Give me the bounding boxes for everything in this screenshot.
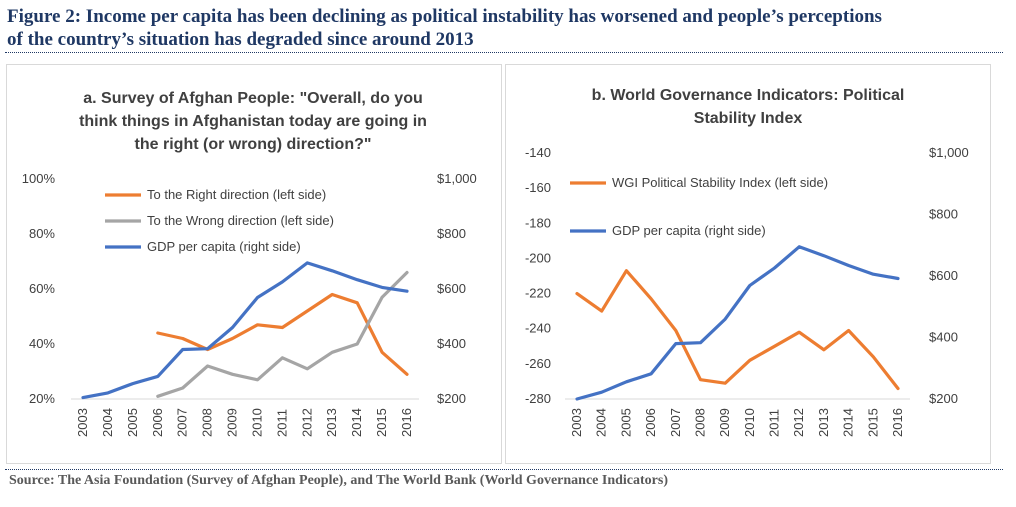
chart-a-x-tick-label: 2012 (299, 408, 314, 437)
chart-a-x-tick-label: 2007 (175, 408, 190, 437)
chart-b-x-tick-label: 2003 (569, 408, 584, 437)
chart-a-x-tick-label: 2015 (374, 408, 389, 437)
chart-panel-a: a. Survey of Afghan People: "Overall, do… (6, 64, 502, 464)
figure-title: Figure 2: Income per capita has been dec… (7, 5, 1007, 51)
chart-a-left-tick-label: 20% (29, 391, 55, 406)
chart-b-x-tick-label: 2006 (643, 408, 658, 437)
chart-a-right-tick-label: $800 (437, 226, 466, 241)
chart-a-title-line: a. Survey of Afghan People: "Overall, do… (83, 90, 423, 107)
chart-b-left-tick-label: -280 (525, 391, 551, 406)
chart-a-legend-label: To the Right direction (left side) (147, 187, 326, 202)
chart-b-x-tick-label: 2008 (692, 408, 707, 437)
chart-b-left-tick-label: -260 (525, 356, 551, 371)
chart-b-left-tick-label: -200 (525, 250, 551, 265)
chart-b-svg: b. World Governance Indicators: Politica… (525, 87, 969, 437)
title-divider (5, 52, 1003, 53)
chart-a-x-tick-label: 2004 (100, 408, 115, 437)
chart-a-right-tick-label: $1,000 (437, 171, 477, 186)
chart-b-legend-label: GDP per capita (right side) (612, 223, 766, 238)
chart-a-x-tick-label: 2009 (225, 408, 240, 437)
chart-b-x-tick-label: 2011 (767, 409, 782, 437)
chart-b-right-tick-label: $1,000 (929, 145, 969, 160)
chart-b-series-line-wgi-political-stability-index-left-side (575, 269, 900, 391)
chart-b-x-tick-label: 2014 (841, 408, 856, 437)
chart-b-x-tick-label: 2013 (816, 408, 831, 437)
chart-a-x-tick-label: 2008 (200, 408, 215, 437)
chart-a-series-line-to-the-right-direction-left-side (156, 292, 409, 376)
chart-a-title-line: think things in Afghanistan today are go… (79, 113, 427, 130)
chart-a-x-tick-label: 2010 (249, 408, 264, 437)
chart-panel-b: b. World Governance Indicators: Politica… (505, 64, 991, 464)
chart-b-x-tick-label: 2010 (742, 408, 757, 437)
source-divider (5, 469, 1003, 470)
chart-a-svg: a. Survey of Afghan People: "Overall, do… (22, 90, 477, 437)
chart-b-right-tick-label: $400 (929, 330, 958, 345)
chart-a-left-tick-label: 40% (29, 336, 55, 351)
chart-a-left-tick-label: 80% (29, 226, 55, 241)
chart-b-title-line: b. World Governance Indicators: Politica… (592, 87, 905, 104)
chart-b-left-tick-label: -160 (525, 180, 551, 195)
chart-a-left-tick-label: 60% (29, 281, 55, 296)
chart-a-series-line-to-the-wrong-direction-left-side (156, 270, 409, 398)
chart-b-x-tick-label: 2005 (618, 408, 633, 437)
chart-a-legend-label: To the Wrong direction (left side) (147, 213, 334, 228)
chart-b-title-line: Stability Index (694, 110, 803, 127)
figure-title-line1: Figure 2: Income per capita has been dec… (7, 6, 882, 27)
figure-title-line2: of the country’s situation has degraded … (7, 29, 474, 50)
chart-a-x-tick-label: 2016 (399, 408, 414, 437)
chart-a-x-tick-label: 2013 (324, 408, 339, 437)
chart-a-x-tick-label: 2006 (150, 408, 165, 437)
chart-a-x-tick-label: 2003 (75, 408, 90, 437)
chart-a-right-tick-label: $400 (437, 336, 466, 351)
chart-b-x-tick-label: 2004 (594, 408, 609, 437)
chart-b-x-tick-label: 2007 (668, 408, 683, 437)
chart-a-x-tick-label: 2011 (274, 409, 289, 437)
chart-a-series-line-gdp-per-capita-right-side (81, 261, 409, 400)
chart-b-left-tick-label: -240 (525, 321, 551, 336)
chart-a-legend-label: GDP per capita (right side) (147, 239, 301, 254)
chart-a-x-tick-label: 2014 (349, 408, 364, 437)
chart-b-left-tick-label: -140 (525, 145, 551, 160)
chart-b-right-tick-label: $800 (929, 207, 958, 222)
chart-a-title-line: the right (or wrong) direction?" (135, 136, 372, 153)
chart-b-left-tick-label: -220 (525, 286, 551, 301)
chart-a-left-tick-label: 100% (22, 171, 56, 186)
source-note: Source: The Asia Foundation (Survey of A… (9, 473, 668, 488)
chart-a-right-tick-label: $200 (437, 391, 466, 406)
chart-b-x-tick-label: 2009 (717, 408, 732, 437)
chart-b-x-tick-label: 2016 (890, 408, 905, 437)
chart-a-x-tick-label: 2005 (125, 408, 140, 437)
chart-a-right-tick-label: $600 (437, 281, 466, 296)
chart-b-legend-label: WGI Political Stability Index (left side… (612, 175, 828, 190)
chart-b-x-tick-label: 2012 (791, 408, 806, 437)
chart-b-right-tick-label: $200 (929, 391, 958, 406)
chart-b-left-tick-label: -180 (525, 215, 551, 230)
chart-b-x-tick-label: 2015 (865, 408, 880, 437)
chart-b-series-line-gdp-per-capita-right-side (575, 245, 900, 401)
chart-b-right-tick-label: $600 (929, 268, 958, 283)
